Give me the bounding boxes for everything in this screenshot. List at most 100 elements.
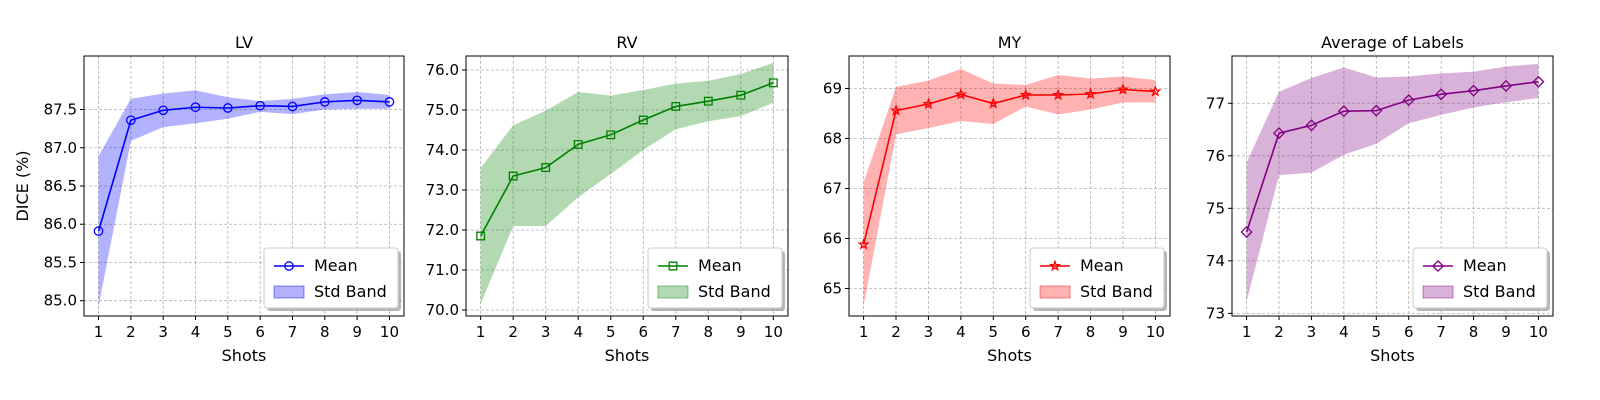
x-tick-label: 9: [736, 323, 746, 341]
y-tick-label: 74.0: [426, 141, 459, 159]
legend-band-swatch: [1422, 285, 1454, 299]
mean-line: [479, 82, 774, 237]
chart-title: LV: [235, 33, 253, 52]
mean-point: [1370, 104, 1383, 117]
legend-band-label: Std Band: [314, 282, 387, 301]
x-tick-label: 4: [956, 323, 966, 341]
x-axis-label: Shots: [605, 346, 650, 365]
y-tick-label: 75.0: [426, 101, 459, 119]
x-tick-label: 4: [191, 323, 201, 341]
x-tick-label: 8: [320, 323, 330, 341]
y-tick-label: 67: [823, 180, 842, 198]
x-tick-label: 3: [158, 323, 168, 341]
x-tick-label: 4: [573, 323, 583, 341]
y-tick-label: 76: [1206, 147, 1225, 165]
mean-point: [158, 105, 169, 116]
mean-point: [606, 130, 616, 140]
x-tick-label: 6: [638, 323, 648, 341]
y-tick-label: 69: [823, 80, 842, 98]
mean-point: [1084, 87, 1097, 100]
plot-frame: [1231, 55, 1554, 317]
x-tick-label: 3: [1307, 323, 1317, 341]
y-tick-label: 68: [823, 130, 842, 148]
mean-point: [703, 96, 713, 106]
legend-band-swatch: [657, 285, 689, 299]
chart-panel-1: 1 2 3 4 5 6 7 8 9 10 85.0 85.5 86.0 86.5 87.0 87.5 LV Sho…: [13, 33, 405, 365]
std-band: [480, 62, 774, 304]
mean-line: [1245, 80, 1539, 233]
mean-point: [736, 90, 746, 100]
mean-point: [384, 97, 395, 107]
x-tick-label: 6: [255, 323, 265, 341]
x-tick-label: 1: [94, 323, 104, 341]
x-tick-label: 9: [352, 323, 362, 341]
mean-point: [352, 95, 362, 106]
legend-mean-marker: [1431, 259, 1445, 273]
mean-point: [1116, 83, 1130, 95]
mean-point: [922, 97, 935, 110]
legend-band-swatch: [1039, 285, 1071, 299]
y-tick-label: 86.0: [44, 215, 77, 233]
legend-mean-marker: [668, 261, 678, 271]
x-tick-label: 9: [1501, 323, 1511, 341]
mean-point: [857, 238, 870, 250]
mean-point: [1499, 79, 1513, 92]
std-band: [863, 69, 1156, 306]
std-band: [98, 90, 390, 307]
y-tick-label: 73.0: [426, 181, 459, 199]
mean-point: [1532, 75, 1545, 88]
legend-band-label: Std Band: [1080, 282, 1153, 301]
legend-mean-label: Mean: [698, 256, 742, 275]
x-tick-label: 8: [704, 323, 714, 341]
x-axis-label: Shots: [1370, 346, 1415, 365]
y-tick-label: 86.5: [44, 177, 77, 195]
x-tick-label: 3: [541, 323, 551, 341]
x-axis-label: Shots: [222, 346, 267, 365]
y-tick-label: 71.0: [426, 261, 459, 279]
x-tick-label: 10: [380, 323, 399, 341]
mean-point: [987, 97, 1000, 109]
mean-point: [93, 226, 104, 236]
legend-band-swatch: [273, 285, 305, 299]
legend-band-label: Std Band: [1463, 282, 1536, 301]
legend-mean-label: Mean: [314, 256, 358, 275]
y-tick-label: 87.0: [44, 139, 77, 157]
mean-point: [1337, 105, 1350, 118]
mean-point: [255, 100, 266, 111]
x-tick-label: 7: [1053, 323, 1063, 341]
mean-point: [541, 163, 551, 173]
x-tick-label: 9: [1118, 323, 1128, 341]
legend-mean-marker: [1048, 259, 1062, 272]
y-tick-label: 77: [1206, 94, 1225, 112]
mean-point: [638, 115, 648, 125]
x-tick-label: 5: [606, 323, 616, 341]
mean-point: [287, 101, 298, 112]
plot-frame: [848, 55, 1171, 317]
legend-band-label: Std Band: [698, 282, 771, 301]
x-axis-label: Shots: [987, 346, 1032, 365]
mean-point: [1051, 88, 1065, 101]
x-tick-label: 8: [1086, 323, 1096, 341]
x-tick-label: 1: [1242, 323, 1252, 341]
y-tick-label: 74: [1206, 252, 1225, 270]
legend-mean-label: Mean: [1463, 256, 1507, 275]
mean-point: [1435, 88, 1448, 101]
chart-title: Average of Labels: [1321, 33, 1464, 52]
y-tick-label: 87.5: [44, 101, 77, 119]
mean-point: [1467, 84, 1480, 97]
x-tick-label: 10: [1529, 323, 1548, 341]
y-tick-label: 75: [1206, 199, 1225, 217]
y-tick-label: 72.0: [426, 221, 459, 239]
mean-point: [671, 101, 681, 111]
legend: Mean Std Band: [263, 247, 401, 311]
mean-point: [319, 97, 330, 107]
chart-panel-2: 1 2 3 4 5 6 7 8 9 10 70.0 71.0 72.0 73.0 74.0 75.0 76.0 R…: [426, 33, 789, 365]
mean-line: [862, 88, 1156, 245]
mean-point: [768, 78, 778, 88]
x-tick-label: 7: [288, 323, 298, 341]
x-tick-label: 8: [1469, 323, 1479, 341]
y-tick-label: 70.0: [426, 301, 459, 319]
y-tick-label: 85.0: [44, 292, 77, 310]
y-tick-label: 73: [1206, 304, 1225, 322]
